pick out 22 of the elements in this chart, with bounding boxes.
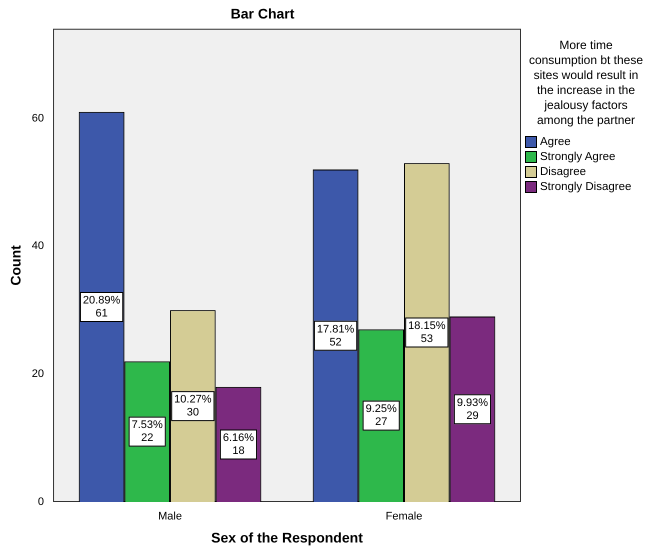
data-label: 9.93% 29: [456, 396, 488, 422]
x-tick-label: Male: [158, 510, 182, 523]
legend-title: More time consumption bt these sites would result in the increase in the jealousy factors among the partner: [528, 38, 644, 128]
y-tick-label: 40: [32, 240, 44, 252]
legend-label: Disagree: [540, 166, 586, 178]
x-tick-label: Female: [386, 510, 422, 523]
x-axis-title: Sex of the Respondent: [211, 529, 364, 546]
data-label: 17.81% 52: [316, 323, 354, 348]
data-label: 6.16% 18: [222, 432, 254, 457]
y-tick-label: 60: [32, 112, 44, 124]
legend-label: Agree: [540, 136, 571, 148]
y-tick-label: 0: [38, 496, 44, 508]
data-label: 20.89% 61: [82, 294, 120, 320]
y-axis-title: Count: [7, 244, 24, 286]
legend-label: Strongly Agree: [540, 150, 616, 162]
chart-title: Bar Chart: [230, 5, 295, 22]
y-tick-label: 20: [32, 368, 44, 380]
legend-label: Strongly Disagree: [540, 180, 632, 192]
data-label: 18.15% 53: [408, 320, 446, 346]
data-label: 10.27% 30: [174, 394, 212, 419]
data-label: 7.53% 22: [132, 419, 164, 444]
data-label: 9.25% 27: [366, 403, 398, 428]
